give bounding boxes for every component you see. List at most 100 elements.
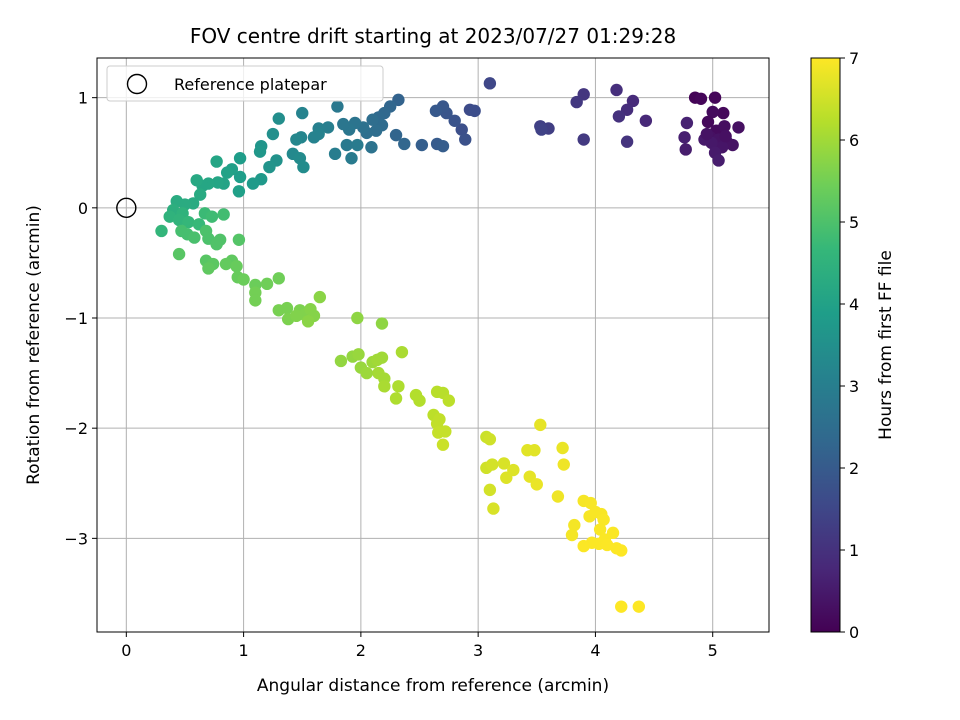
data-point: [597, 513, 610, 526]
data-point: [392, 380, 405, 393]
data-point: [219, 257, 233, 271]
data-point: [190, 174, 203, 187]
data-point: [606, 526, 620, 540]
data-point: [398, 137, 411, 151]
x-tick-label: 3: [473, 641, 483, 660]
y-axis-ticks: 1 0 −1 −2 −3: [64, 89, 97, 548]
data-point: [678, 131, 691, 144]
data-point: [233, 170, 247, 184]
y-axis-label: Rotation from reference (arcmin): [24, 205, 44, 485]
data-point: [700, 127, 714, 141]
colorbar-tick-label: 6: [849, 131, 859, 150]
data-point: [334, 354, 348, 368]
colorbar-tick-label: 0: [849, 623, 859, 642]
data-point: [366, 113, 379, 126]
data-point: [188, 231, 201, 244]
data-point: [340, 138, 354, 152]
y-tick-label: −2: [64, 419, 88, 438]
data-point: [331, 100, 344, 113]
data-point: [530, 478, 543, 491]
data-point: [436, 139, 450, 153]
legend-label: Reference platepar: [174, 75, 327, 94]
data-point: [360, 366, 373, 380]
data-point: [352, 348, 365, 361]
data-point: [297, 160, 310, 174]
data-point: [415, 138, 429, 152]
data-point: [296, 106, 309, 120]
data-point: [626, 94, 640, 108]
data-point: [266, 127, 280, 141]
data-point: [551, 490, 565, 503]
data-point: [483, 77, 497, 90]
data-point: [612, 110, 626, 123]
data-point: [290, 309, 303, 323]
data-point: [321, 121, 335, 134]
data-point: [459, 133, 472, 146]
data-point: [429, 104, 443, 118]
data-point: [260, 277, 274, 291]
colorbar-tick-label: 4: [849, 295, 859, 314]
data-point: [486, 458, 499, 471]
data-point: [163, 210, 176, 223]
data-point: [210, 155, 223, 168]
data-point: [708, 91, 722, 104]
data-point: [365, 141, 378, 154]
data-point: [345, 152, 358, 165]
data-point: [500, 471, 513, 484]
data-point: [448, 114, 461, 127]
x-tick-label: 2: [356, 641, 366, 660]
data-point: [556, 441, 569, 455]
data-point: [232, 185, 246, 198]
x-tick-label: 1: [239, 641, 249, 660]
data-point: [455, 123, 468, 136]
y-tick-label: −3: [64, 529, 88, 548]
chart-title: FOV centre drift starting at 2023/07/27 …: [190, 24, 676, 48]
data-point: [706, 105, 719, 119]
data-point: [593, 523, 607, 536]
data-point: [701, 115, 715, 129]
data-point: [351, 138, 364, 152]
colorbar-tick-label: 2: [849, 459, 859, 478]
data-point: [732, 121, 745, 134]
data-point: [610, 83, 623, 97]
data-point: [620, 135, 634, 148]
data-point: [483, 483, 497, 497]
colorbar-gradient: [810, 57, 841, 633]
data-point: [211, 176, 224, 189]
data-point: [232, 233, 246, 246]
y-tick-label: −1: [64, 309, 88, 328]
data-point: [468, 104, 481, 118]
colorbar-tick-label: 1: [849, 541, 859, 560]
data-point: [182, 215, 195, 229]
x-axis-ticks: 0 1 2 3 4 5: [121, 632, 718, 660]
colorbar-tick-label: 7: [849, 49, 859, 68]
colorbar-tick-label: 5: [849, 213, 859, 232]
legend: Reference platepar: [106, 65, 384, 102]
data-point: [233, 152, 247, 165]
data-point: [389, 128, 403, 142]
data-point: [615, 600, 628, 613]
colorbar-label: Hours from first FF file: [876, 250, 896, 440]
data-point: [577, 539, 590, 553]
data-point: [280, 301, 294, 315]
data-point: [528, 444, 541, 457]
data-point: [389, 392, 403, 405]
data-point: [413, 394, 426, 407]
data-point: [570, 95, 583, 109]
data-point: [534, 418, 547, 432]
x-tick-label: 5: [708, 641, 718, 660]
data-point: [375, 317, 389, 330]
data-point: [313, 290, 327, 304]
colorbar-tick-label: 3: [849, 377, 859, 396]
data-point: [237, 273, 250, 286]
y-tick-label: 1: [78, 89, 88, 108]
data-point: [155, 224, 168, 238]
data-point: [432, 426, 445, 439]
data-point: [717, 106, 730, 120]
data-point: [328, 147, 342, 161]
data-point: [253, 145, 267, 158]
data-point: [220, 166, 234, 179]
data-point: [577, 133, 590, 146]
data-point: [442, 394, 456, 407]
data-point: [487, 502, 500, 515]
